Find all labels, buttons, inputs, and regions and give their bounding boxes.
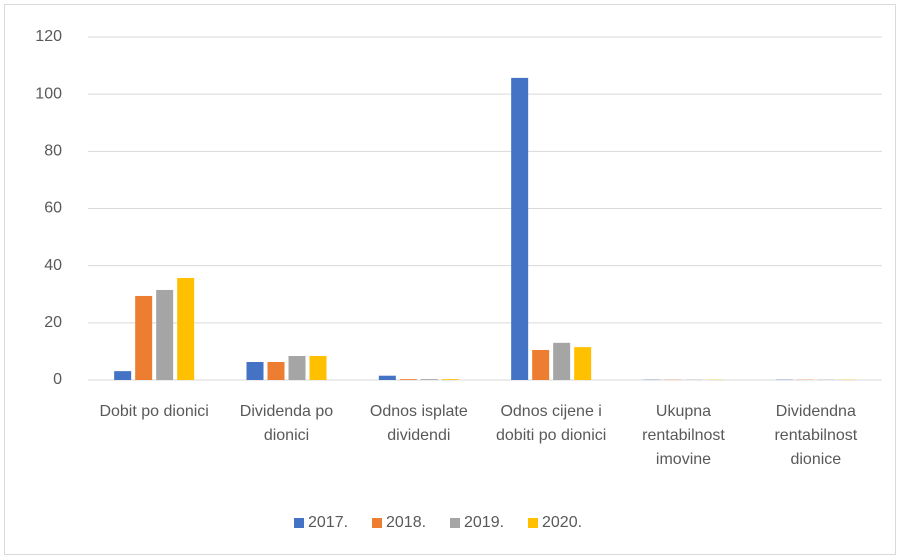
bar [156,289,174,380]
legend-swatch [450,518,460,528]
bar [420,379,438,380]
y-tick-label: 100 [35,85,62,102]
y-tick-label: 0 [53,371,62,388]
bar [399,379,417,380]
legend-label: 2019. [464,514,504,531]
bar [114,371,132,380]
y-tick-label: 80 [44,143,62,160]
y-tick-label: 60 [44,200,62,217]
legend-label: 2017. [308,514,348,531]
legend-label: 2018. [386,514,426,531]
bar [246,361,264,380]
legend-swatch [294,518,304,528]
bar [309,355,327,380]
x-tick-label: Odnos cijene i dobiti po dionici [496,403,607,444]
y-tick-label: 40 [44,257,62,274]
x-tick-label: Ukupna rentabilnost imovine [642,403,725,468]
x-tick-label: Dividenda po dionici [239,403,334,444]
bar [267,361,285,380]
bar [288,355,306,380]
bar [574,347,592,380]
bar [532,349,550,380]
bar [378,375,396,380]
legend-swatch [372,518,382,528]
y-tick-label: 120 [35,28,62,45]
legend-swatch [528,518,538,528]
bar [553,342,571,380]
x-tick-label: Odnos isplate dividendi [369,403,468,444]
chart-border [4,4,896,555]
bar [135,295,153,380]
x-tick-label: Dividendna rentabilnost dionice [774,403,858,468]
bar [511,77,529,380]
y-tick-label: 20 [44,314,62,331]
bar [177,277,195,380]
bar [441,379,459,380]
legend-label: 2020. [542,514,582,531]
x-tick-label: Dobit po dionici [99,403,209,420]
